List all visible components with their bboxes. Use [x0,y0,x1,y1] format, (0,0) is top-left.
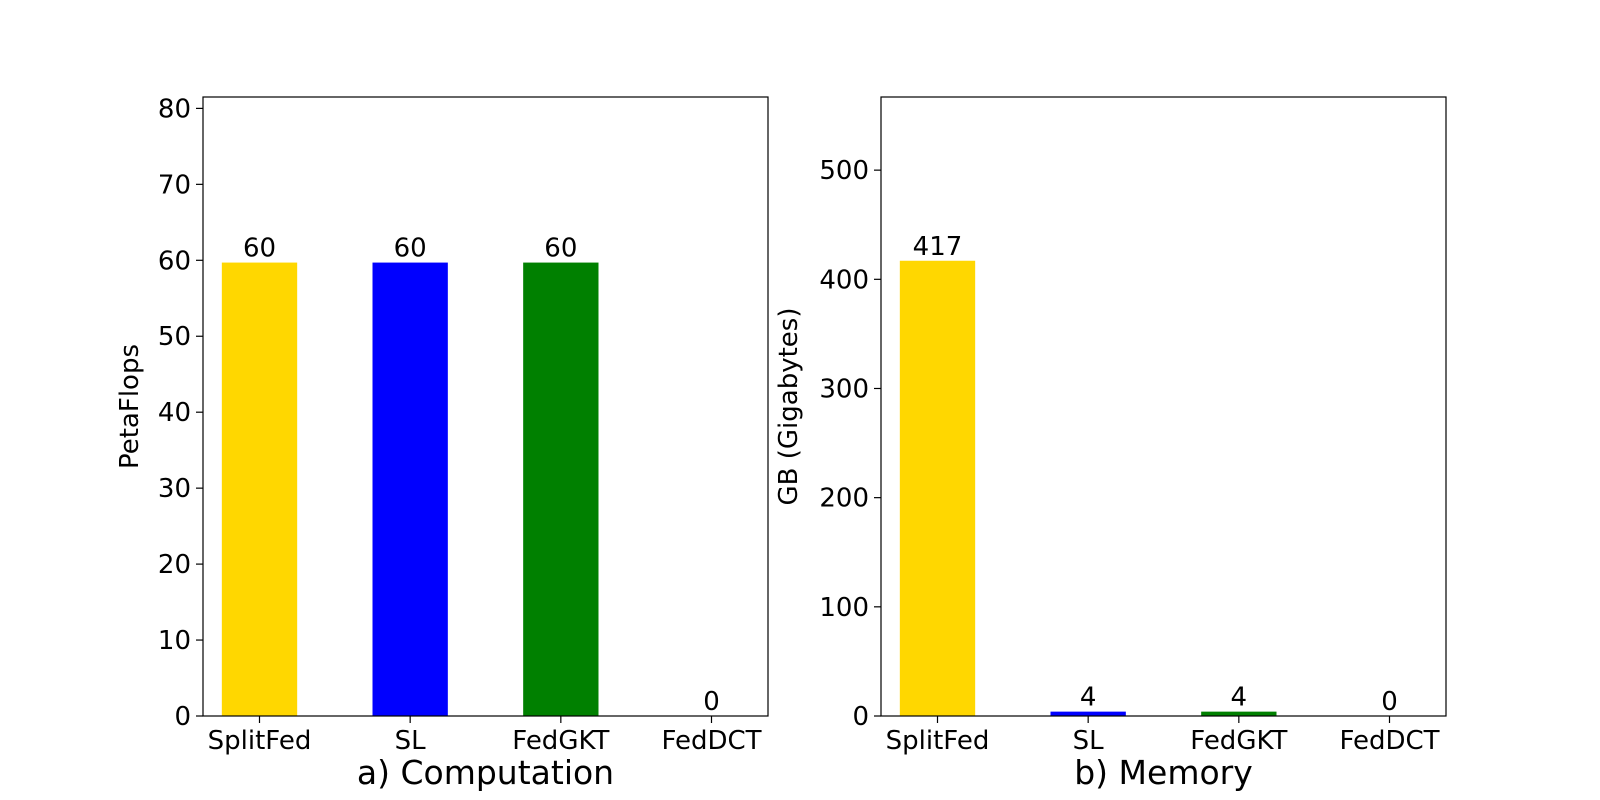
computation-value-label-feddct: 0 [703,687,720,717]
memory-value-label-sl: 4 [1080,683,1097,713]
computation-xtick-label: FedGKT [512,726,609,756]
memory-value-label-fedgkt: 4 [1231,683,1248,713]
memory-bar-sl [1050,711,1126,716]
memory-bar-splitfed [899,260,976,716]
memory-value-label-splitfed: 417 [913,232,963,262]
memory-ytick-label: 0 [852,702,869,732]
computation-y-axis-label: PetaFlops [115,344,145,469]
memory-bar-fedgkt [1201,711,1277,716]
computation-bar-splitfed [221,262,298,716]
computation-bar-sl [372,262,448,716]
computation-xtick-label: SplitFed [208,726,312,756]
computation-bar-fedgkt [523,262,599,716]
computation-value-label-fedgkt: 60 [544,234,577,264]
computation-axes-frame [202,96,769,717]
memory-ytick-label: 300 [819,374,869,404]
computation-chart: 60 60 60 0 0 10 20 30 40 50 60 70 80 SplitFed SL FedGKT… [115,94,769,792]
computation-ytick-label: 20 [158,550,191,580]
memory-ytick-label: 400 [819,265,869,295]
memory-xtick-label: FedGKT [1190,726,1287,756]
computation-caption: a) Computation [357,753,614,792]
memory-xtick-label: SL [1073,726,1105,756]
memory-caption: b) Memory [1074,753,1253,792]
computation-ytick-label: 0 [174,702,191,732]
memory-xtick-label: SplitFed [886,726,990,756]
memory-ytick-label: 100 [819,593,869,623]
memory-ytick-label: 200 [819,484,869,514]
computation-ytick-label: 10 [158,626,191,656]
memory-y-axis-label: GB (Gigabytes) [774,308,804,506]
computation-ytick-label: 40 [158,398,191,428]
computation-value-label-splitfed: 60 [243,234,276,264]
computation-xtick-label: FedDCT [661,726,761,756]
computation-ytick-label: 60 [158,246,191,276]
computation-ytick-label: 50 [158,322,191,352]
memory-ytick-label: 500 [819,156,869,186]
computation-ytick-label: 70 [158,170,191,200]
memory-axes-frame [880,96,1447,717]
computation-value-label-sl: 60 [394,234,427,264]
memory-xtick-label: FedDCT [1339,726,1439,756]
computation-ytick-label: 80 [158,94,191,124]
computation-xtick-label: SL [395,726,427,756]
memory-value-label-feddct: 0 [1381,687,1398,717]
computation-ytick-label: 30 [158,474,191,504]
